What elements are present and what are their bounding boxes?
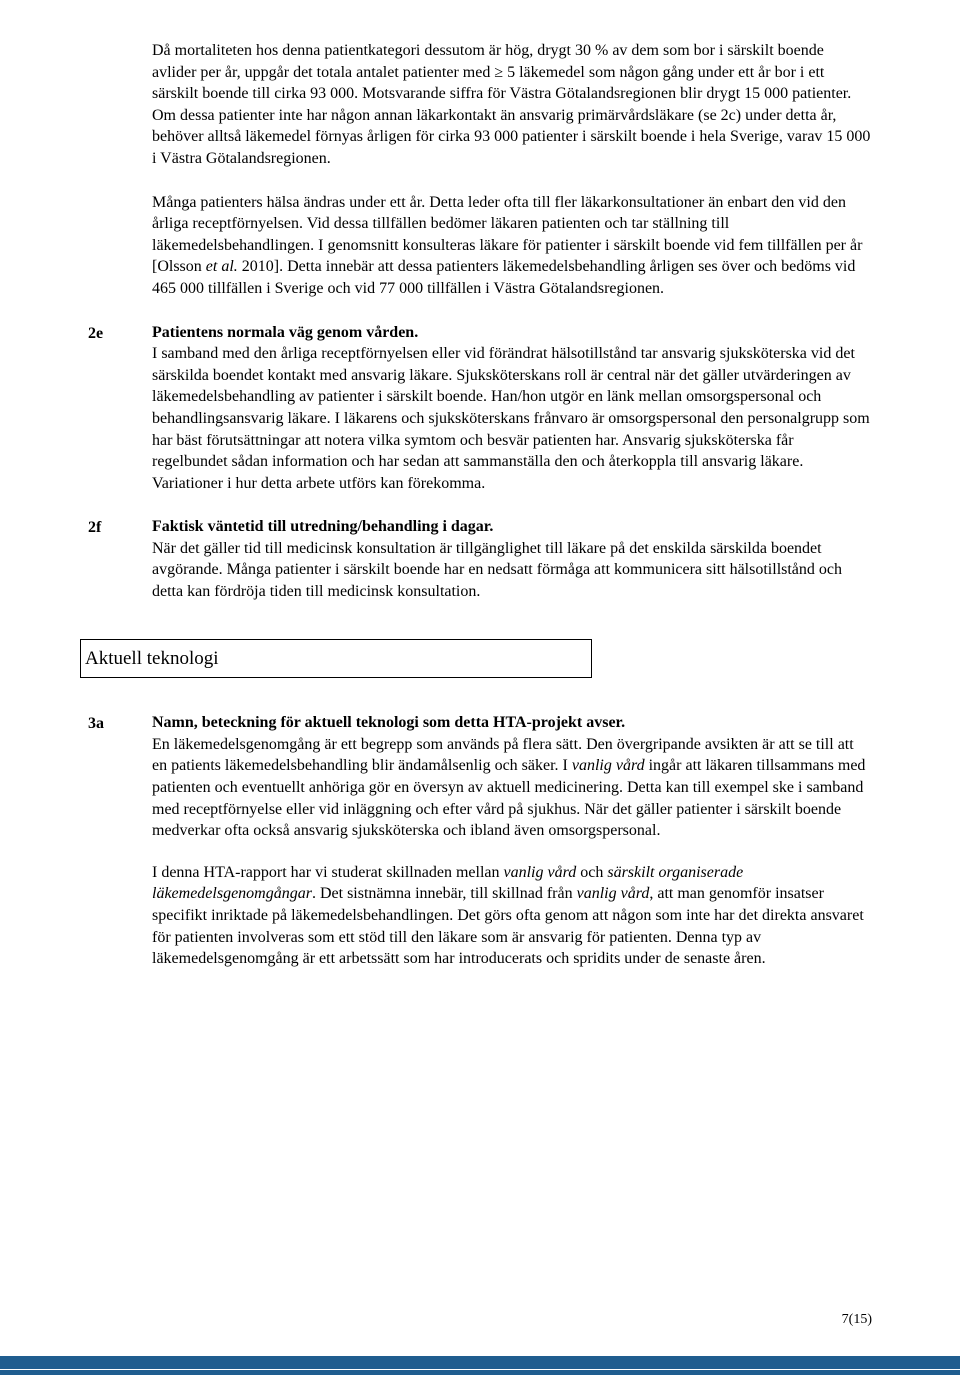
section-3a-p2-i3: vanlig vård	[577, 885, 650, 902]
section-2e-body: Patientens normala väg genom vården. I s…	[152, 322, 872, 495]
section-3a: 3a Namn, beteckning för aktuell teknolog…	[88, 712, 872, 970]
section-3a-p2-i1: vanlig vård	[504, 864, 577, 881]
paragraph-1: Då mortaliteten hos denna patientkategor…	[152, 40, 872, 170]
section-2f-heading: Faktisk väntetid till utredning/behandli…	[152, 518, 493, 535]
footer-bar-2	[0, 1370, 960, 1375]
section-box-title: Aktuell teknologi	[85, 648, 219, 669]
section-3a-body: Namn, beteckning för aktuell teknologi s…	[152, 712, 872, 970]
footer-bar-1	[0, 1356, 960, 1369]
footer-bars	[0, 1356, 960, 1376]
paragraph-2: Många patienters hälsa ändras under ett …	[152, 192, 872, 300]
section-3a-p2-a: I denna HTA-rapport har vi studerat skil…	[152, 864, 504, 881]
section-2f-body: Faktisk väntetid till utredning/behandli…	[152, 516, 872, 602]
section-3a-p2-b: och	[576, 864, 607, 881]
section-3a-heading: Namn, beteckning för aktuell teknologi s…	[152, 714, 625, 731]
paragraph-2-text-b: 2010]. Detta innebär att dessa patienter…	[152, 258, 855, 297]
section-2f-label: 2f	[88, 516, 152, 539]
paragraph-2-ref: et al.	[206, 258, 238, 275]
section-2f-text: När det gäller tid till medicinsk konsul…	[152, 540, 842, 600]
page: Då mortaliteten hos denna patientkategor…	[0, 0, 960, 970]
spacer	[152, 842, 872, 862]
section-2e: 2e Patientens normala väg genom vården. …	[88, 322, 872, 495]
section-box-aktuell-teknologi: Aktuell teknologi	[80, 639, 592, 679]
paragraph-1-text: Då mortaliteten hos denna patientkategor…	[152, 42, 870, 167]
section-2f: 2f Faktisk väntetid till utredning/behan…	[88, 516, 872, 602]
section-3a-p1-i1: vanlig vård	[572, 757, 645, 774]
section-2e-label: 2e	[88, 322, 152, 345]
section-2e-text: I samband med den årliga receptförnyelse…	[152, 345, 870, 492]
section-3a-p2-c: . Det sistnämna innebär, till skillnad f…	[312, 885, 577, 902]
section-2e-heading: Patientens normala väg genom vården.	[152, 324, 418, 341]
section-3a-label: 3a	[88, 712, 152, 735]
page-number: 7(15)	[842, 1311, 872, 1330]
